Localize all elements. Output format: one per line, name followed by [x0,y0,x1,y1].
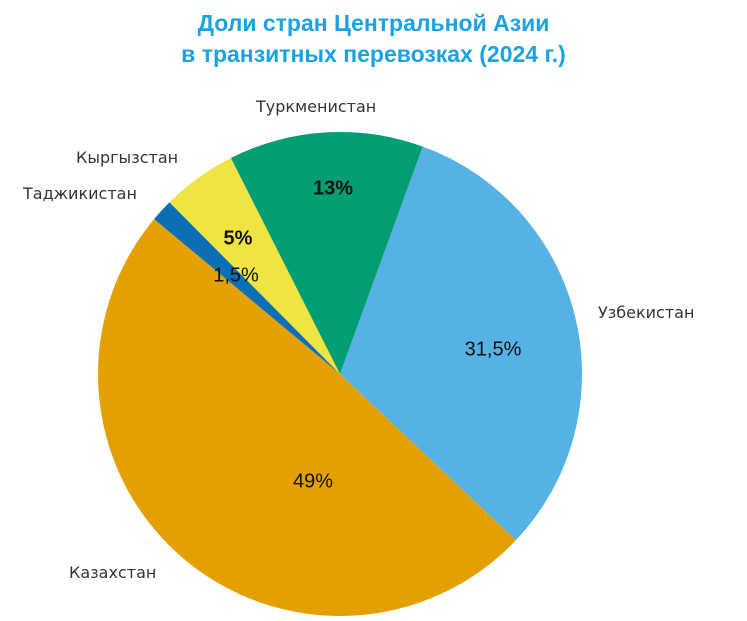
value-kyrgyzstan: 5% [223,227,253,250]
chart-title-line2: в транзитных перевозках (2024 г.) [181,41,566,67]
pie-slice-3 [169,157,340,374]
label-kyrgyzstan: Кыргызстан [76,148,179,167]
label-turkmenistan: Туркменистан [256,97,377,116]
chart-title-line1: Доли стран Центральной Азии [197,10,550,36]
pie-slice-1 [97,219,516,617]
label-kazakhstan: Казахстан [69,563,157,582]
value-kazakhstan: 49% [292,470,334,493]
chart-title: Доли стран Центральной Азии в транзитных… [0,8,747,70]
pie-slice-0 [340,146,583,541]
label-tajikistan: Таджикистан [23,184,137,203]
value-uzbekistan: 31,5% [464,338,522,361]
value-tajikistan: 1,5% [213,264,259,287]
label-uzbekistan: Узбекистан [598,303,695,322]
pie-slice-4 [230,131,423,374]
value-turkmenistan: 13% [312,177,354,200]
pie-slice-2 [154,202,340,374]
